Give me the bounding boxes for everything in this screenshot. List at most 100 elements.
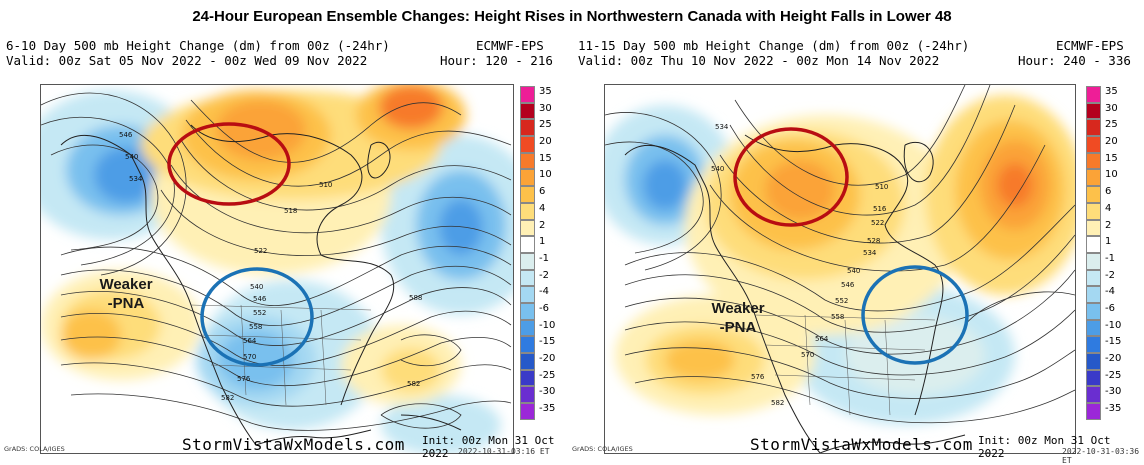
site-name: StormVistaWxModels.com xyxy=(750,435,973,454)
contour-label: 522 xyxy=(254,247,267,255)
colorbar-label: 6 xyxy=(1105,186,1112,198)
colorbar-swatch xyxy=(1086,169,1101,187)
colorbar-label: 1 xyxy=(1105,236,1112,248)
colorbar-swatch xyxy=(520,269,535,287)
colorbar-swatch xyxy=(520,336,535,353)
colorbar-swatch xyxy=(1086,202,1101,220)
colorbar-swatch xyxy=(1086,319,1101,337)
init-time: Init: 00z Mon 31 Oct 2022 xyxy=(978,434,1111,460)
colorbar-label: 10 xyxy=(1105,169,1118,181)
contour-label: 540 xyxy=(125,153,138,161)
colorbar-labels: 35 30 25 20 15 10 6 4 2 1 -1 -2 -4 -6 -10 -15 -20 -25 -30 -… xyxy=(1105,84,1121,418)
colorbar-label: 10 xyxy=(539,169,552,181)
colorbar-swatch xyxy=(520,186,535,203)
colorbar-label: -2 xyxy=(539,269,549,281)
contour-label: 522 xyxy=(871,219,884,227)
coastlines xyxy=(60,124,462,446)
contour-label: 576 xyxy=(751,373,765,381)
colorbar-label: 15 xyxy=(1105,152,1118,164)
colorbar-swatch xyxy=(520,202,535,220)
colorbar-swatch xyxy=(1086,336,1101,353)
colorbar-label: 2 xyxy=(539,219,546,231)
colorbar-swatch xyxy=(520,353,535,370)
contour-label: 564 xyxy=(243,337,257,345)
contour-label: 588 xyxy=(409,294,422,302)
colorbar-label: 20 xyxy=(1105,136,1118,148)
colorbar xyxy=(1086,86,1101,420)
pna-annotation: Weaker -PNA xyxy=(99,276,153,312)
colorbar-label: -10 xyxy=(539,319,556,331)
colorbar-swatch xyxy=(1086,86,1101,103)
colorbar-swatch xyxy=(1086,186,1101,203)
map-graphic: 546 540 534 510 518 522 540 546 552 558 … xyxy=(41,85,513,453)
colorbar-label: 30 xyxy=(1105,102,1118,114)
colorbar-label: -6 xyxy=(1105,302,1115,314)
timestamp: 2022-10-31-03:36 ET xyxy=(1062,447,1140,465)
fall-circle xyxy=(200,267,314,367)
contour-label: 576 xyxy=(237,375,251,383)
colorbar-swatch xyxy=(520,252,535,270)
colorbar-label: -15 xyxy=(539,336,556,348)
colorbar-swatch xyxy=(520,286,535,303)
colorbar-swatch xyxy=(520,319,535,337)
height-contours xyxy=(41,92,512,431)
colorbar-label: 25 xyxy=(539,119,552,131)
map-panel-right: 11-15 Day 500 mb Height Change (dm) from… xyxy=(572,34,1142,465)
colorbar-label: -30 xyxy=(1105,386,1122,398)
colorbar-swatch xyxy=(1086,353,1101,370)
colorbar-label: -20 xyxy=(1105,353,1122,364)
colorbar-label: 35 xyxy=(539,86,552,97)
colorbar-label: 25 xyxy=(1105,119,1118,131)
fall-circle xyxy=(861,265,969,365)
contour-label: 582 xyxy=(771,399,784,407)
contour-label: 534 xyxy=(129,175,143,183)
colorbar-swatch xyxy=(1086,302,1101,320)
colorbar-label: -1 xyxy=(1105,252,1115,264)
colorbar-swatch xyxy=(520,403,535,420)
state-borders xyxy=(754,314,936,416)
contour-label: 534 xyxy=(863,249,877,257)
colorbar-label: 1 xyxy=(539,236,546,248)
panel-header-hour: Hour: 120 - 216 xyxy=(440,53,553,68)
contour-label: 552 xyxy=(835,297,848,305)
contour-label: 540 xyxy=(847,267,860,275)
colorbar-swatch xyxy=(520,219,535,237)
contour-label: 564 xyxy=(815,335,829,343)
pna-annotation: Weaker -PNA xyxy=(711,300,765,336)
panel-header-title: 6-10 Day 500 mb Height Change (dm) from … xyxy=(6,38,390,53)
colorbar-label: 30 xyxy=(539,102,552,114)
contour-label: 528 xyxy=(867,237,880,245)
colorbar-swatch xyxy=(1086,269,1101,287)
colorbar-label: -6 xyxy=(539,302,549,314)
colorbar-label: -20 xyxy=(539,353,556,364)
contour-label: 570 xyxy=(243,353,256,361)
grads-credit: GrADS: COLA/IGES xyxy=(572,445,633,453)
colorbar-label: -4 xyxy=(1105,286,1115,298)
colorbar-swatch xyxy=(520,386,535,404)
colorbar-swatch xyxy=(1086,386,1101,404)
contour-label: 510 xyxy=(319,181,332,189)
colorbar-label: -25 xyxy=(1105,369,1122,381)
colorbar-swatch xyxy=(1086,369,1101,387)
colorbar-swatch xyxy=(1086,119,1101,137)
colorbar-swatch xyxy=(520,102,535,120)
panel-header-title: 11-15 Day 500 mb Height Change (dm) from… xyxy=(578,38,970,53)
colorbar-swatch xyxy=(1086,403,1101,420)
contour-label: 510 xyxy=(875,183,888,191)
colorbar-label: -2 xyxy=(1105,269,1115,281)
colorbar-label: -4 xyxy=(539,286,549,298)
rise-circle xyxy=(167,122,291,206)
colorbar-label: 15 xyxy=(539,152,552,164)
height-change-map: 546 540 534 510 518 522 540 546 552 558 … xyxy=(40,84,514,454)
colorbar-swatch xyxy=(520,302,535,320)
colorbar-swatch xyxy=(520,119,535,137)
colorbar-swatch xyxy=(1086,102,1101,120)
contour-label: 534 xyxy=(715,123,729,131)
rise-circle xyxy=(733,127,849,227)
page-title: 24-Hour European Ensemble Changes: Heigh… xyxy=(192,8,952,25)
colorbar-swatch xyxy=(1086,252,1101,270)
colorbar-swatch xyxy=(1086,286,1101,303)
contour-label: 540 xyxy=(711,165,724,173)
colorbar-labels: 35 30 25 20 15 10 6 4 2 1 -1 -2 -4 -6 -10 -15 -20 -25 -30 -… xyxy=(539,84,555,418)
colorbar-label: 20 xyxy=(539,136,552,148)
